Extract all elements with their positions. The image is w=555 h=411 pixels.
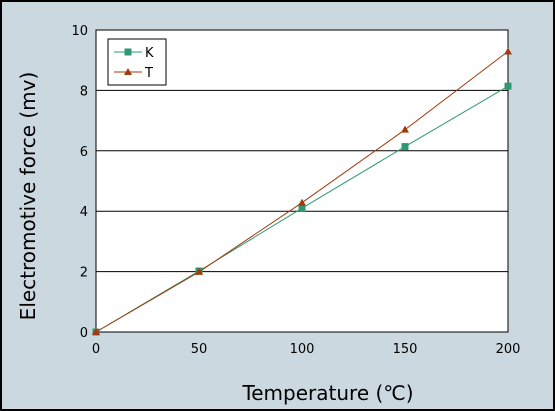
- y-tick-label: 8: [80, 84, 88, 99]
- series-layer: [92, 47, 512, 336]
- y-tick-label: 2: [80, 266, 88, 281]
- y-tick-label: 4: [80, 205, 88, 220]
- y-tick-label: 10: [71, 24, 88, 39]
- data-point: [504, 47, 512, 55]
- y-axis-title: Electromotive force (mv): [16, 72, 40, 321]
- data-point: [195, 267, 203, 275]
- y-tick-label: 6: [80, 145, 88, 160]
- legend-label-t: T: [144, 66, 153, 81]
- y-tick-labels: 0 2 4 6 8 10: [71, 24, 88, 341]
- series-t: [92, 47, 512, 335]
- legend: K T: [107, 38, 167, 86]
- legend-box: [107, 38, 167, 86]
- data-point: [401, 125, 409, 133]
- x-tick-label: 150: [393, 342, 418, 357]
- legend-marker-t: [124, 68, 132, 75]
- x-tick-label: 50: [191, 342, 208, 357]
- x-tick-labels: 0 50 100 150 200: [92, 342, 521, 357]
- y-tick-label: 0: [80, 326, 88, 341]
- data-point: [298, 204, 306, 212]
- data-point: [504, 82, 512, 90]
- data-point: [401, 143, 409, 151]
- legend-label-k: K: [145, 46, 154, 61]
- x-tick-label: 100: [290, 342, 315, 357]
- x-axis-title: Temperature (℃): [241, 381, 413, 405]
- x-tick-label: 200: [496, 342, 521, 357]
- x-tick-label: 0: [92, 342, 100, 357]
- data-point: [92, 328, 100, 335]
- legend-marker-k: [124, 48, 132, 56]
- data-point: [298, 198, 306, 206]
